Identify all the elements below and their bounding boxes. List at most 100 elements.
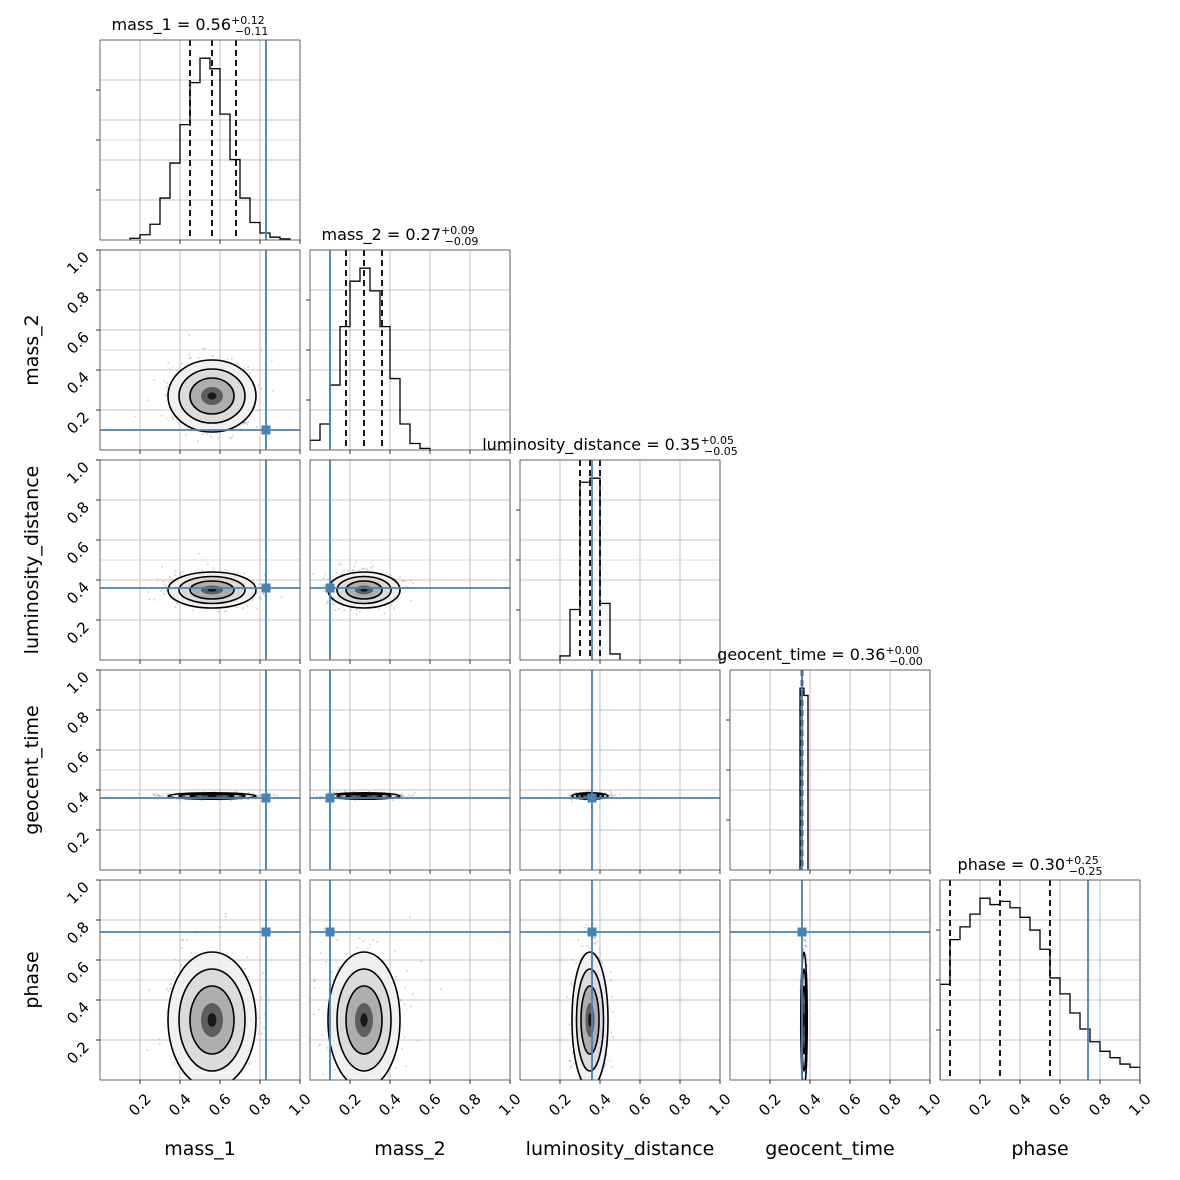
sample-point bbox=[197, 440, 200, 442]
sample-point bbox=[804, 940, 807, 943]
sample-point bbox=[403, 986, 406, 989]
histogram-phase bbox=[940, 897, 1140, 1080]
sample-point bbox=[340, 562, 343, 565]
y-tick-label: 0.2 bbox=[63, 408, 93, 438]
sample-point bbox=[804, 1092, 806, 1094]
panel-frame bbox=[99, 669, 301, 871]
y-axis-label-mass_2: mass_2 bbox=[21, 314, 43, 386]
sample-point bbox=[378, 1113, 380, 1115]
sample-point bbox=[332, 1084, 334, 1086]
sample-point bbox=[157, 794, 160, 797]
panel-title-mass_2: mass_2 = 0.27+0.09 −0.09 bbox=[322, 224, 479, 248]
truth-marker bbox=[797, 927, 807, 937]
sample-point bbox=[163, 592, 166, 595]
sample-point bbox=[263, 1026, 265, 1029]
sample-point bbox=[333, 791, 336, 794]
sample-point bbox=[164, 393, 167, 396]
sample-point bbox=[243, 421, 246, 424]
x-tick-label: 0.6 bbox=[625, 1090, 655, 1120]
sample-point bbox=[165, 417, 168, 420]
sample-point bbox=[335, 571, 338, 574]
sample-point bbox=[594, 936, 597, 939]
sample-point bbox=[407, 794, 410, 796]
contour-2 bbox=[189, 580, 235, 600]
sample-point bbox=[363, 1084, 365, 1086]
sample-point bbox=[171, 416, 174, 419]
x-tick-label: 0.2 bbox=[335, 1090, 365, 1120]
sample-point bbox=[158, 1043, 161, 1046]
sample-point bbox=[201, 454, 203, 456]
title-plus: +0.00 bbox=[885, 644, 919, 657]
panel-frame bbox=[729, 669, 931, 871]
sample-point bbox=[313, 979, 316, 981]
sample-point bbox=[803, 1084, 805, 1086]
x-tick-label: 0.6 bbox=[1045, 1090, 1075, 1120]
sample-point bbox=[190, 952, 193, 954]
sample-point bbox=[169, 575, 172, 578]
sample-point bbox=[369, 566, 372, 569]
density-level-4 bbox=[360, 1013, 368, 1027]
sample-point bbox=[803, 1082, 805, 1084]
sample-point bbox=[325, 602, 328, 605]
title-plus: +0.05 bbox=[700, 434, 734, 447]
sample-point bbox=[173, 1062, 175, 1065]
sample-point bbox=[160, 414, 163, 417]
panel-content bbox=[799, 670, 809, 870]
sample-point bbox=[256, 592, 258, 595]
sample-point bbox=[217, 437, 219, 439]
sample-point bbox=[231, 434, 234, 437]
x-tick-label: 0.4 bbox=[375, 1090, 405, 1120]
panel-frame bbox=[99, 39, 301, 241]
truth-marker bbox=[587, 927, 597, 937]
truth-marker bbox=[587, 793, 597, 803]
x-tick-label: 0.6 bbox=[415, 1090, 445, 1120]
sample-point bbox=[566, 996, 568, 999]
title-main: mass_2 = 0.27 bbox=[322, 225, 441, 245]
sample-point bbox=[319, 951, 322, 954]
x-tick-label: 0.8 bbox=[1085, 1090, 1115, 1120]
sample-point bbox=[244, 422, 247, 424]
sample-point bbox=[608, 794, 611, 797]
sample-point bbox=[181, 570, 184, 573]
sample-point bbox=[134, 415, 137, 418]
sample-point bbox=[571, 1051, 574, 1054]
sample-point bbox=[295, 590, 297, 592]
y-tick-label: 0.6 bbox=[63, 328, 93, 358]
sample-point bbox=[333, 1069, 336, 1071]
sample-point bbox=[598, 947, 601, 950]
sample-point bbox=[326, 1046, 329, 1049]
contour-2 bbox=[189, 985, 235, 1055]
sample-point bbox=[399, 998, 402, 1001]
sample-point bbox=[360, 1081, 362, 1083]
sample-point bbox=[571, 800, 574, 803]
sample-point bbox=[344, 1092, 346, 1094]
sample-point bbox=[806, 1064, 809, 1067]
sample-point bbox=[358, 569, 361, 572]
sample-point bbox=[409, 916, 412, 919]
sample-point bbox=[263, 592, 265, 595]
sample-point bbox=[235, 606, 238, 609]
sample-point bbox=[313, 987, 316, 990]
histogram-mass_1 bbox=[129, 57, 291, 240]
sample-point bbox=[610, 793, 613, 796]
sample-point bbox=[401, 793, 403, 796]
y-tick-label: 0.8 bbox=[63, 288, 93, 318]
sample-point bbox=[604, 1063, 607, 1066]
sample-point bbox=[394, 949, 397, 952]
panel-phase-phase: phase = 0.30+0.25 −0.25 0.2 0.4 0.6 0.8 1.0 bbox=[936, 854, 1155, 1120]
density-level-4 bbox=[207, 588, 217, 592]
sample-point bbox=[156, 794, 159, 797]
sample-point bbox=[416, 1039, 419, 1042]
x-tick-label: 0.6 bbox=[835, 1090, 865, 1120]
panel-mass_1-luminosity_distance: 0.2 0.4 0.6 0.8 1.0 bbox=[63, 458, 301, 664]
histogram-mass_2 bbox=[310, 267, 431, 450]
x-tick-label: 0.4 bbox=[795, 1090, 825, 1120]
sample-point bbox=[186, 938, 189, 941]
sample-point bbox=[202, 1131, 204, 1133]
panel-luminosity_distance-luminosity_distance: luminosity_distance = 0.35+0.05 −0.05 bbox=[482, 434, 738, 664]
sample-point bbox=[577, 939, 579, 942]
sample-point bbox=[256, 409, 259, 412]
sample-point bbox=[594, 1087, 596, 1089]
sample-point bbox=[176, 369, 179, 372]
sample-point bbox=[399, 999, 402, 1002]
